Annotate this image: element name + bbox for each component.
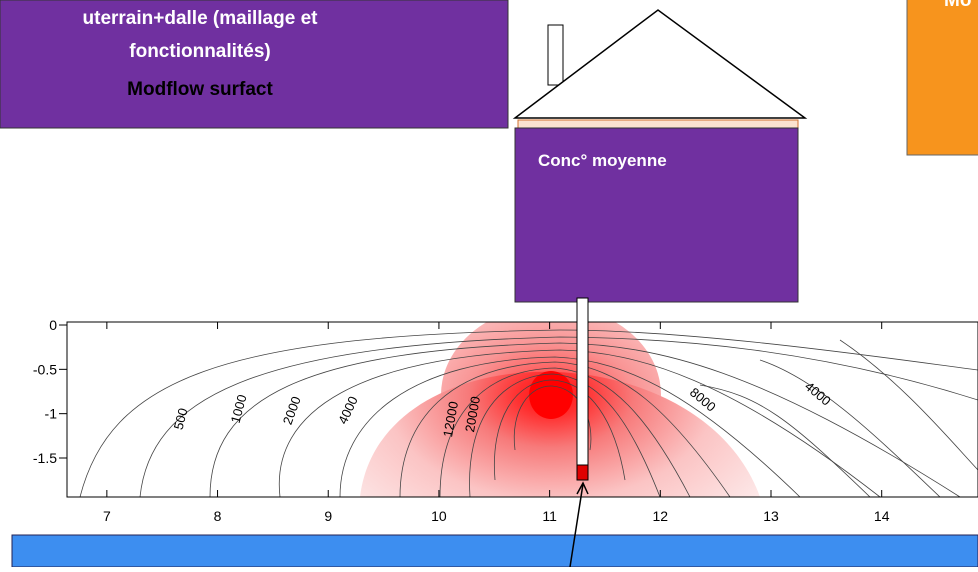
header-line: uterrain+dalle (maillage et [83, 8, 319, 29]
y-tick-label: 0 [49, 317, 57, 333]
house-box [514, 127, 799, 303]
well-tube [576, 297, 589, 481]
header-line: Modflow surfact [127, 79, 273, 100]
contours [79, 329, 978, 497]
chimney [547, 24, 564, 86]
x-tick-label: 9 [324, 508, 332, 524]
header-box [0, 0, 509, 129]
right-box-text: Mo [944, 0, 971, 11]
y-tick-label: -1 [45, 406, 58, 422]
contour-label: 500 [171, 406, 191, 431]
header-line: fonctionnalités) [129, 41, 270, 62]
arrow [569, 483, 584, 568]
x-tick-label: 14 [874, 508, 890, 524]
y-tick-label: -0.5 [33, 361, 57, 377]
x-tick-label: 11 [542, 508, 557, 524]
x-tick-label: 10 [431, 508, 447, 524]
arrow-head [576, 481, 589, 495]
contour-label: 20000 [462, 395, 483, 433]
plot-frame [66, 321, 978, 498]
x-tick-label: 12 [653, 508, 669, 524]
contour-label: 1000 [228, 393, 250, 425]
well-screen [576, 464, 589, 481]
eave-band [517, 119, 799, 129]
x-tick-label: 8 [214, 508, 222, 524]
aquifer [11, 534, 978, 568]
right-box [906, 0, 978, 156]
plume-center [529, 371, 573, 419]
x-tick-label: 7 [103, 508, 111, 524]
y-tick-label: -1.5 [33, 450, 57, 466]
contour-plot [67, 322, 978, 497]
contour-label: 12000 [440, 400, 461, 438]
x-tick-label: 13 [763, 508, 779, 524]
house-label: Conc° moyenne [538, 151, 667, 170]
